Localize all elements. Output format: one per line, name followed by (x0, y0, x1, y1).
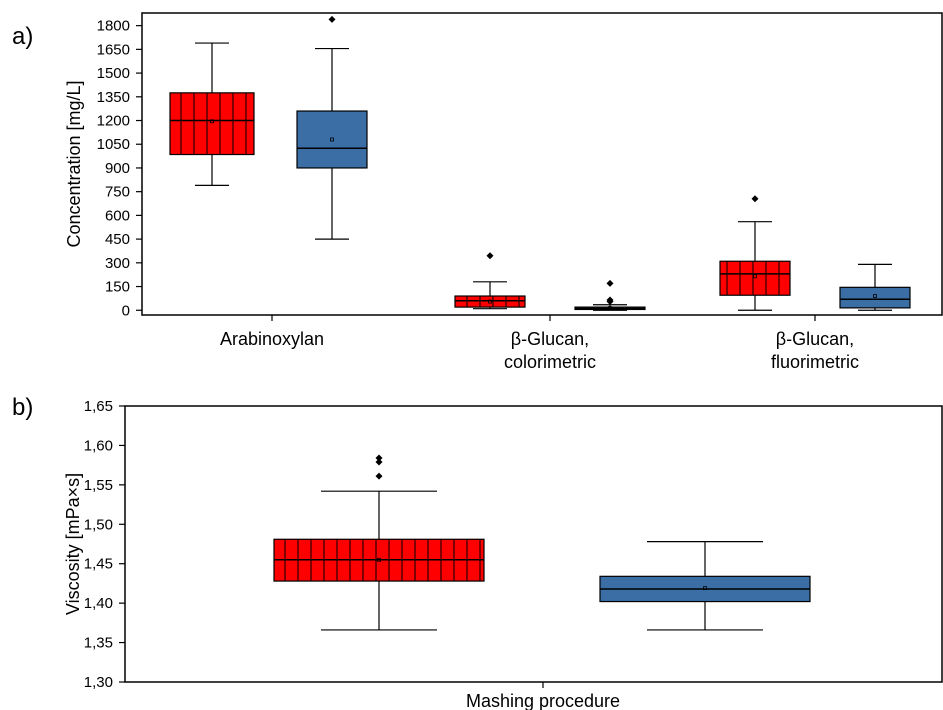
panel-a-label: a) (12, 23, 33, 50)
y-tick-label: 1,35 (84, 635, 113, 652)
panel-b-y-ticks: 1,30 1,35 1,40 1,45 1,50 1,55 1,60 1,65 (84, 398, 125, 691)
box-a-0-0-box (169, 92, 255, 156)
category-label: fluorimetric (771, 352, 859, 372)
panel-a-y-axis-label: Concentration [mg/L] (64, 80, 84, 247)
box-b-0-mean (377, 557, 381, 562)
category-label: β-Glucan, (511, 329, 589, 349)
box-b-0-outlier (375, 454, 383, 462)
box-a-1-1-outlier (606, 279, 614, 287)
y-tick-label: 1,40 (84, 595, 113, 612)
y-tick-label: 600 (105, 207, 130, 224)
y-tick-label: 1,55 (84, 477, 113, 494)
box-b-0-outlier (375, 472, 383, 480)
panel-b: b) Viscosity [mPa×s] Mashing procedure 1… (12, 394, 943, 710)
y-tick-label: 1,45 (84, 556, 113, 573)
y-tick-label: 1650 (97, 41, 130, 58)
box-a-1-1-outlier (606, 296, 614, 304)
y-tick-label: 1050 (97, 136, 130, 153)
y-tick-label: 900 (105, 160, 130, 177)
box-a-1-0-mean (488, 299, 492, 304)
category-label: colorimetric (504, 352, 596, 372)
y-tick-label: 0 (122, 302, 130, 319)
box-a-1-0-outlier (486, 252, 494, 260)
y-tick-label: 300 (105, 255, 130, 272)
panel-b-label: b) (12, 394, 33, 421)
box-b-1-mean (703, 586, 707, 591)
y-tick-label: 1,60 (84, 437, 113, 454)
panel-a-boxes (169, 15, 911, 311)
box-a-1-0-box (454, 295, 526, 308)
panel-a-plot-frame (141, 12, 943, 316)
panel-b-boxes (273, 454, 811, 688)
y-tick-label: 1800 (97, 18, 130, 35)
y-tick-label: 1,50 (84, 516, 113, 533)
y-tick-label: 1350 (97, 89, 130, 106)
box-a-0-1-outlier (328, 15, 336, 23)
box-a-0-1-mean (330, 137, 334, 142)
box-a-0-1-box (296, 110, 368, 169)
box-a-2-0-box (719, 260, 791, 296)
panel-a-y-ticks: 0 150 300 450 600 750 900 1050 1200 1350 1500 1650 1… (97, 18, 142, 319)
box-a-2-0-outlier (751, 195, 759, 203)
y-tick-label: 750 (105, 184, 130, 201)
y-tick-label: 450 (105, 231, 130, 248)
panel-b-x-axis-label: Mashing procedure (466, 691, 620, 710)
box-a-0-0-mean (210, 119, 214, 124)
y-tick-label: 1,65 (84, 398, 113, 415)
panel-b-y-axis-label: Viscosity [mPa×s] (63, 473, 83, 615)
y-tick-label: 1200 (97, 113, 130, 130)
box-a-2-1-mean (873, 294, 877, 298)
box-a-1-1-mean (608, 306, 612, 310)
panel-a: a) Concentration [mg/L] 0 150 300 450 600 750… (12, 12, 943, 372)
box-b-0-outlier (375, 458, 383, 466)
category-label: β-Glucan, (776, 329, 854, 349)
category-label: Arabinoxylan (220, 329, 324, 349)
y-tick-label: 1500 (97, 65, 130, 82)
panel-a-categories: Arabinoxylan β-Glucan, colorimetric β-Gluca… (220, 315, 859, 372)
y-tick-label: 1,30 (84, 674, 113, 691)
panel-b-plot-frame (124, 405, 943, 683)
box-a-2-0-mean (753, 274, 757, 279)
y-tick-label: 150 (105, 279, 130, 296)
